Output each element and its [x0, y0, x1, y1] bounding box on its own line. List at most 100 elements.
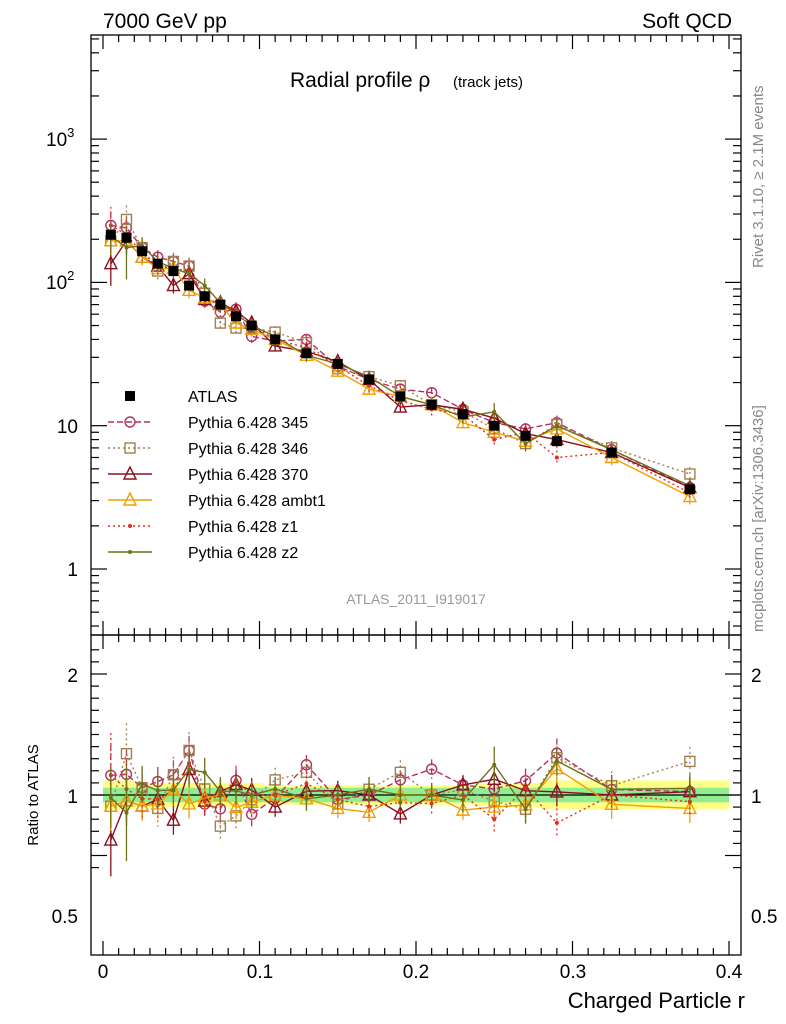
ratio-point — [120, 747, 133, 760]
ratio-point — [150, 795, 165, 810]
ratio-tick-label-2-right: 2 — [751, 666, 762, 687]
atlas-point — [395, 391, 406, 402]
y-tick-label-10: 10 — [57, 417, 78, 438]
ratio-point — [103, 831, 118, 846]
rivet-note: Rivet 3.1.10, ≥ 2.1M events — [750, 86, 767, 269]
x-tick-label-0.3: 0.3 — [560, 962, 586, 983]
main-layer — [103, 205, 698, 505]
atlas-point — [184, 280, 195, 291]
ratio-tick-label-0.5-right: 0.5 — [751, 907, 777, 928]
data-point — [166, 277, 181, 292]
ratio-tick-label-1: 1 — [67, 787, 78, 808]
data-point — [120, 213, 133, 226]
legend: ATLAS Pythia 6.428 345 Pythia 6.428 346 Pyt… — [108, 389, 326, 562]
data-point — [393, 398, 408, 413]
atlas-point — [301, 348, 312, 359]
legend-entry: Pythia 6.428 346 — [108, 441, 308, 458]
atlas-point — [684, 484, 695, 495]
ratio-point — [367, 804, 372, 809]
atlas-point — [426, 399, 437, 410]
atlas-point — [215, 299, 226, 310]
data-point — [214, 317, 227, 329]
y-tick-label-1: 1 — [67, 560, 78, 581]
series-line — [110, 224, 691, 494]
series-line — [110, 218, 691, 475]
axis-ticks — [91, 35, 741, 955]
legend-marker — [122, 491, 138, 506]
x-tick-label-0: 0 — [98, 962, 109, 983]
x-tick-label-0.2: 0.2 — [403, 962, 429, 983]
atlas-point — [270, 334, 281, 345]
atlas-point — [231, 311, 242, 322]
ratio-layer — [91, 723, 741, 877]
ratio-point — [684, 755, 696, 768]
series-line — [110, 767, 690, 814]
ratio-tick-label-1-right: 1 — [751, 787, 762, 808]
y-tick-label-1000: 103 — [46, 125, 74, 151]
legend-label: Pythia 6.428 345 — [188, 415, 308, 432]
y-tick-labels-main: 1 10 102 103 — [46, 125, 78, 581]
data-point — [228, 314, 244, 329]
legend-label: Pythia 6.428 370 — [188, 467, 308, 484]
atlas-point — [199, 291, 210, 302]
legend-entry: Pythia 6.428 370 — [108, 465, 308, 484]
legend-marker — [128, 550, 132, 554]
atlas-point — [152, 258, 163, 269]
data-point — [103, 255, 118, 270]
atlas-point — [246, 320, 257, 331]
analysis-tag: ATLAS_2011_I919017 — [346, 591, 486, 607]
ratio-point — [394, 766, 407, 779]
legend-entry: Pythia 6.428 z1 — [108, 519, 298, 536]
atlas-point — [606, 447, 617, 458]
atlas-point — [137, 246, 148, 257]
mcplots-note: mcplots.cern.ch [arXiv:1306.3436] — [750, 405, 767, 632]
series-line — [110, 748, 691, 828]
legend-label: Pythia 6.428 ambt1 — [188, 493, 326, 510]
data-point — [492, 437, 497, 442]
x-tick-labels: 0 0.1 0.2 0.3 0.4 — [98, 962, 743, 983]
legend-marker — [128, 524, 132, 528]
legend-label: Pythia 6.428 z2 — [188, 545, 298, 562]
ratio-point — [300, 759, 313, 771]
series-line — [110, 767, 690, 841]
legend-marker — [124, 442, 136, 454]
chart-subtitle: (track jets) — [453, 74, 523, 91]
x-axis-label: Charged Particle r — [568, 988, 745, 1013]
ratio-axis-label: Ratio to ATLAS — [25, 744, 42, 845]
series-line — [110, 224, 691, 489]
series-atlas — [105, 229, 695, 495]
ratio-point — [487, 798, 502, 813]
legend-entry: Pythia 6.428 ambt1 — [108, 491, 326, 510]
header-right: Soft QCD — [642, 10, 732, 33]
legend-label: ATLAS — [188, 389, 238, 406]
series-line — [110, 759, 690, 814]
legend-entry: ATLAS — [125, 389, 238, 406]
atlas-point — [168, 266, 179, 277]
atlas-point — [551, 436, 562, 447]
ratio-point — [425, 763, 438, 775]
ratio-point — [214, 820, 227, 832]
atlas-point — [364, 374, 375, 385]
x-tick-label-0.1: 0.1 — [247, 962, 273, 983]
atlas-point — [457, 409, 468, 420]
series-line — [110, 239, 691, 489]
series-line — [110, 240, 691, 498]
legend-entry: Pythia 6.428 z2 — [108, 545, 298, 562]
legend-marker — [122, 465, 138, 480]
y-tick-labels-ratio: 0.5 1 2 0.5 1 2 — [52, 666, 778, 928]
chart-title: Radial profile ρ — [290, 69, 430, 92]
legend-marker — [125, 391, 135, 401]
atlas-point — [520, 430, 531, 441]
header-left: 7000 GeV pp — [103, 10, 227, 33]
ratio-point — [166, 811, 181, 826]
atlas-point — [332, 358, 343, 369]
atlas-point — [489, 420, 500, 431]
legend-marker — [124, 416, 136, 428]
ratio-point — [487, 770, 502, 785]
y-tick-label-100: 102 — [46, 268, 74, 294]
series-line — [110, 235, 691, 487]
atlas-point — [105, 229, 116, 240]
atlas-point — [121, 232, 132, 243]
legend-entry: Pythia 6.428 345 — [108, 415, 308, 432]
